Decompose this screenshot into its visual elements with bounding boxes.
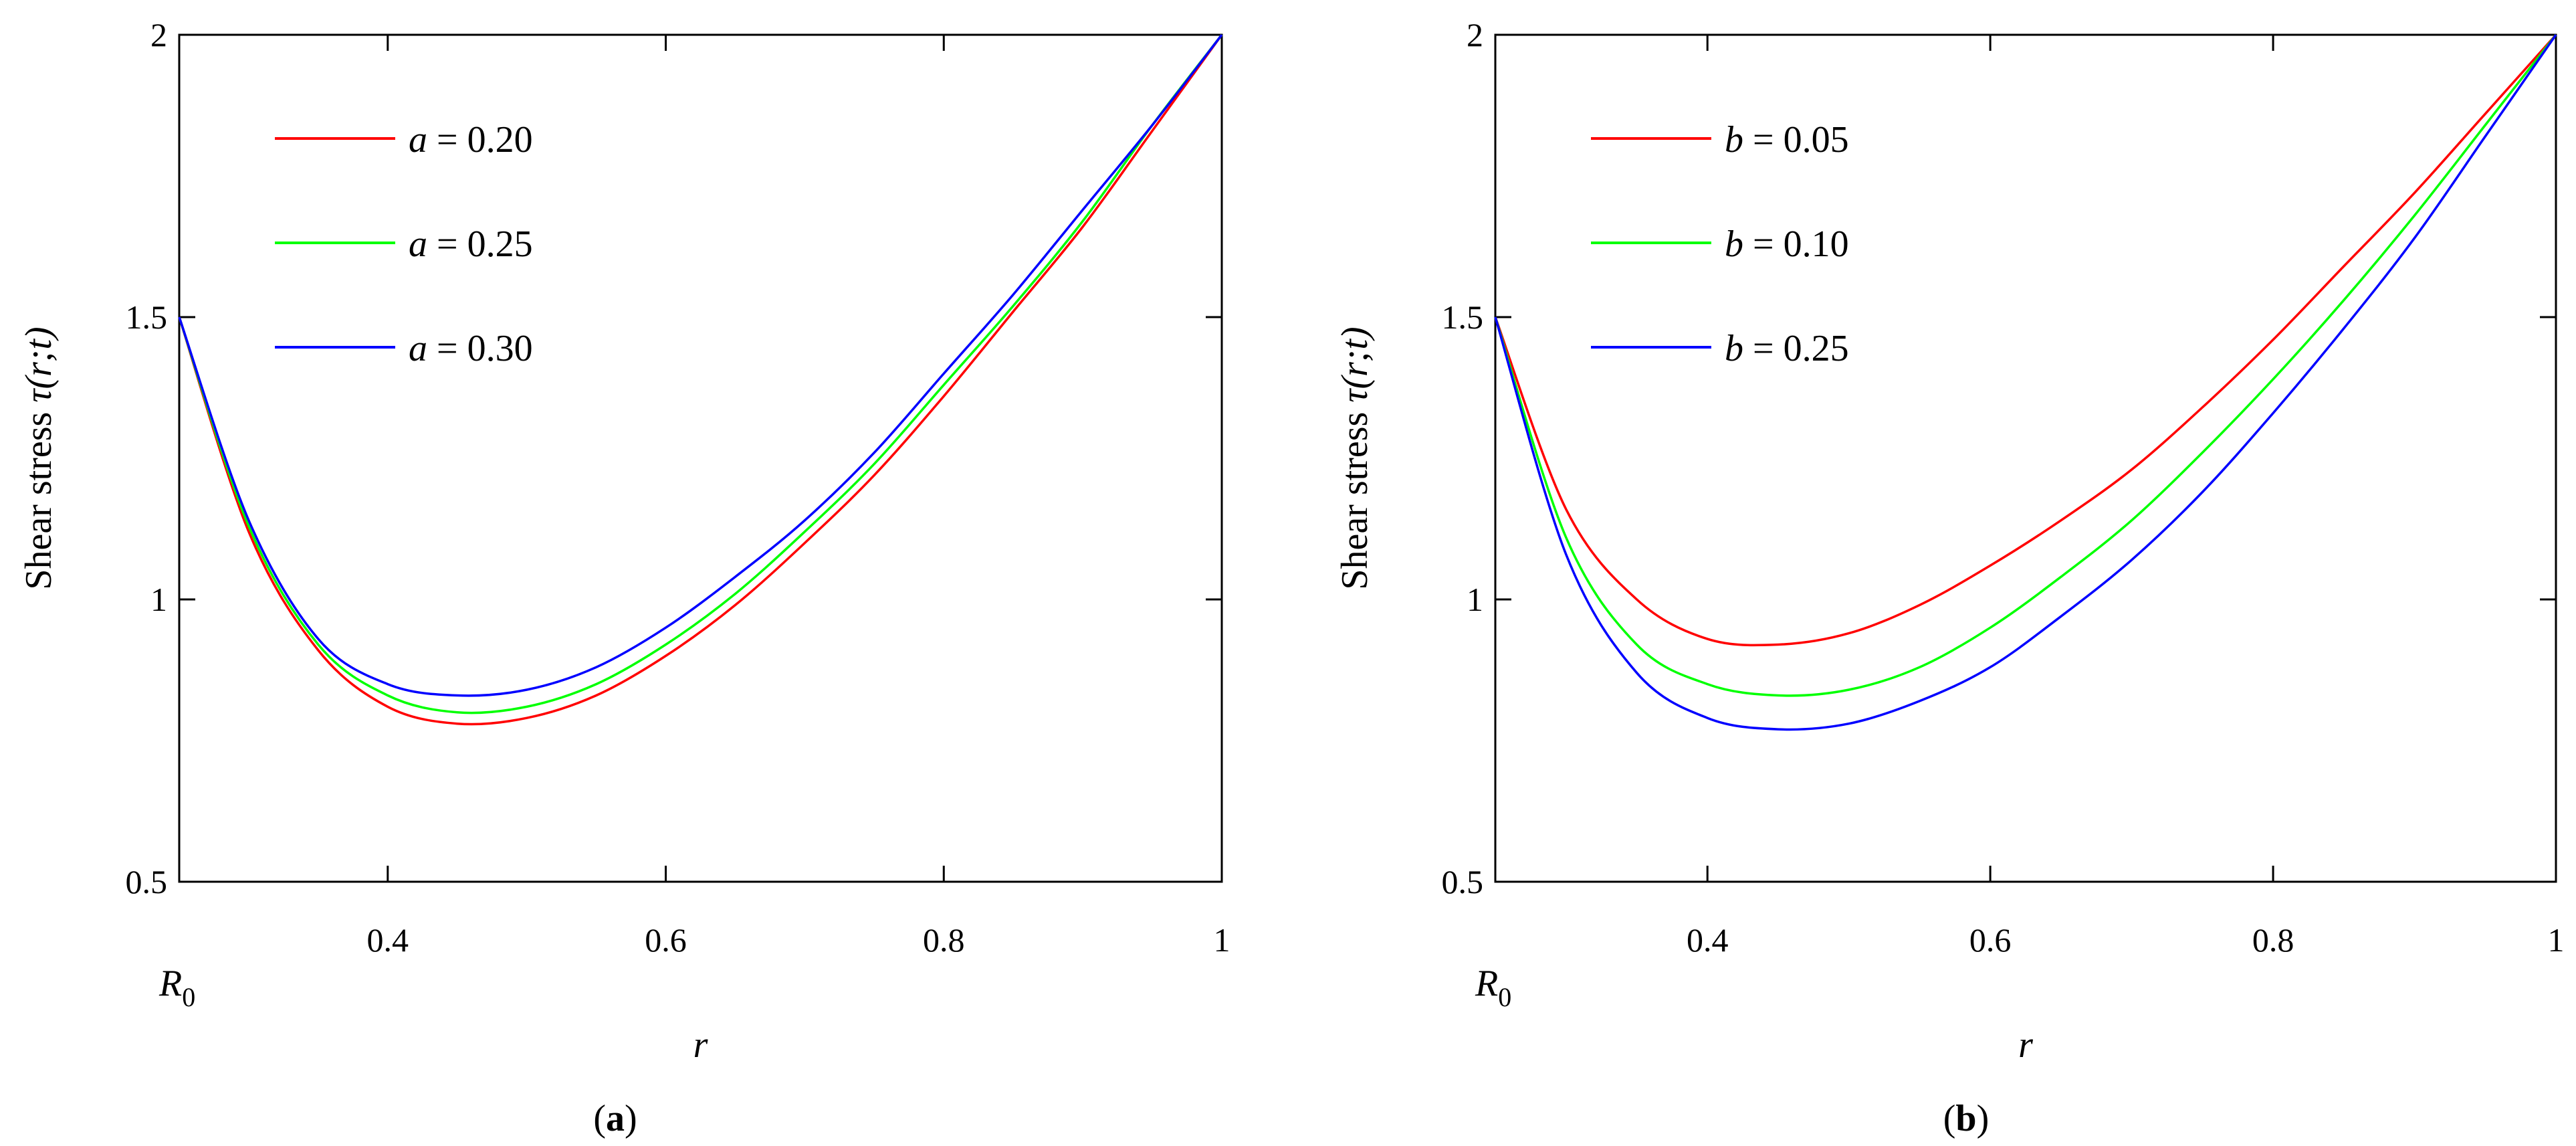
y-axis-label-text: Shear stress	[18, 403, 60, 590]
x-axis-label: r	[693, 1024, 708, 1066]
origin-label-main: R	[158, 963, 182, 1004]
series-line-b-1	[1494, 33, 2557, 697]
origin-label: R0	[1475, 963, 1511, 1012]
x-tick-label: 0.4	[367, 921, 409, 959]
y-tick-label: 0.5	[1442, 863, 1484, 900]
panel-caption: (b)	[1943, 1098, 1989, 1139]
y-tick-label: 2	[150, 16, 167, 54]
series-line-b-0	[1494, 33, 2557, 647]
chart-panel-a: 0.4 0.6 0.8 1 0.5 1 1.5 2 R0 r Shear stress τ(r;t)…	[18, 16, 1230, 1139]
caption-letter: a	[606, 1098, 625, 1139]
caption-close-paren: )	[625, 1098, 637, 1139]
y-tick-label: 1	[1467, 581, 1483, 618]
legend-variable: a	[409, 119, 427, 161]
y-axis-label-symbol: τ	[18, 388, 60, 403]
legend-value: = 0.30	[427, 328, 533, 369]
legend-value: = 0.25	[1743, 328, 1849, 369]
y-axis-label-text: Shear stress	[1334, 403, 1376, 590]
y-tick-label: 0.5	[126, 863, 168, 900]
chart-panel-b: 0.4 0.6 0.8 1 0.5 1 1.5 2 R0 r Shear stress τ(r;t)…	[1334, 16, 2565, 1139]
legend-value: = 0.25	[427, 223, 533, 265]
caption-close-paren: )	[1977, 1098, 1990, 1139]
y-tick-label: 1.5	[126, 298, 168, 336]
x-axis-label: r	[2018, 1024, 2033, 1066]
origin-label-sub: 0	[182, 982, 195, 1012]
origin-label: R0	[158, 963, 195, 1012]
plot-frame	[1494, 33, 2557, 883]
series-line-a-0	[178, 33, 1223, 726]
caption-letter: b	[1955, 1098, 1976, 1139]
origin-label-main: R	[1475, 963, 1498, 1004]
legend-label: a = 0.25	[409, 223, 533, 265]
x-tick-label: 0.6	[1969, 921, 2012, 959]
y-axis-label: Shear stress τ(r;t)	[18, 326, 60, 589]
y-tick-label: 1	[150, 581, 167, 618]
legend-variable: b	[1725, 328, 1743, 369]
y-axis-label-symbol: τ	[1334, 388, 1376, 403]
legend-value: = 0.20	[427, 119, 533, 161]
plot-frame	[178, 33, 1223, 883]
y-tick-label: 1.5	[1442, 298, 1484, 336]
panel-caption: (a)	[593, 1098, 637, 1139]
caption-open-paren: (	[593, 1098, 606, 1139]
x-tick-label: 0.6	[645, 921, 687, 959]
origin-label-sub: 0	[1498, 982, 1511, 1012]
caption-open-paren: (	[1943, 1098, 1956, 1139]
y-axis-label-args: (r;t)	[1334, 326, 1376, 389]
legend-label: b = 0.05	[1725, 119, 1849, 161]
y-axis-label: Shear stress τ(r;t)	[1334, 326, 1376, 589]
legend-variable: b	[1725, 119, 1743, 161]
legend-value: = 0.10	[1743, 223, 1849, 265]
y-axis-label-args: (r;t)	[18, 326, 60, 389]
legend-label: a = 0.20	[409, 119, 533, 161]
legend-label: b = 0.25	[1725, 328, 1849, 369]
x-tick-label: 1	[2548, 921, 2565, 959]
series-line-a-2	[178, 33, 1223, 697]
legend-value: = 0.05	[1743, 119, 1849, 161]
series-line-a-1	[178, 33, 1223, 714]
series-line-b-2	[1494, 34, 2557, 731]
x-tick-label: 1	[1214, 921, 1230, 959]
x-tick-label: 0.8	[923, 921, 965, 959]
legend-variable: a	[409, 328, 427, 369]
legend-variable: b	[1725, 223, 1743, 265]
legend-label: a = 0.30	[409, 328, 533, 369]
y-tick-label: 2	[1467, 16, 1483, 54]
legend-label: b = 0.10	[1725, 223, 1849, 265]
x-tick-label: 0.4	[1687, 921, 1729, 959]
x-tick-label: 0.8	[2252, 921, 2294, 959]
legend-variable: a	[409, 223, 427, 265]
